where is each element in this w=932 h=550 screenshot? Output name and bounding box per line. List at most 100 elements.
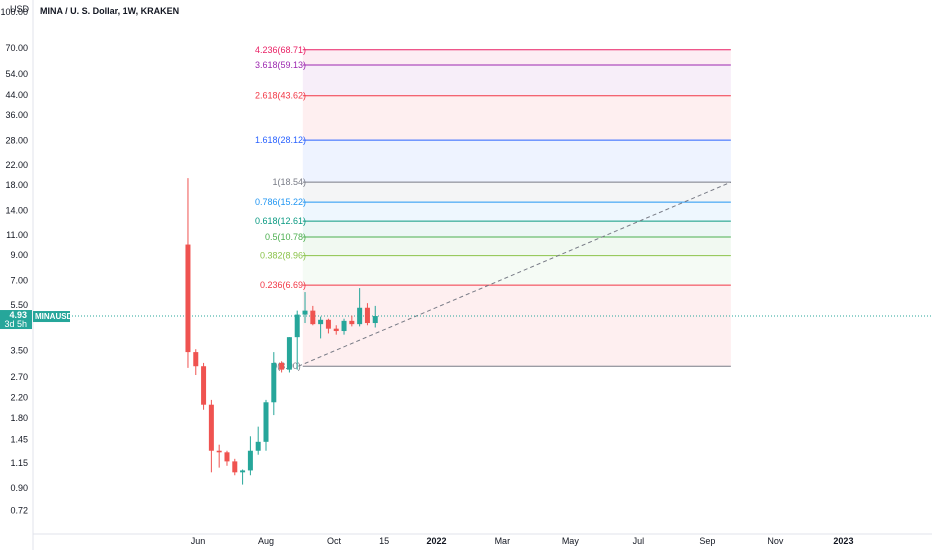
- y-tick-label: 0.90: [10, 483, 28, 493]
- candle: [318, 316, 324, 339]
- candle-body: [208, 404, 214, 451]
- fib-fills: [302, 49, 731, 367]
- y-tick-label: 18.00: [5, 180, 28, 190]
- x-tick-label: May: [562, 536, 580, 546]
- candle-body: [364, 307, 370, 324]
- x-tick-label: Nov: [767, 536, 784, 546]
- candle: [325, 318, 331, 334]
- y-tick-label: 5.50: [10, 300, 28, 310]
- y-tick-label: 1.80: [10, 413, 28, 423]
- candle-body: [333, 328, 339, 332]
- fib-fill-zone: [302, 182, 731, 203]
- ticker-label: MINAUSD: [35, 312, 73, 321]
- x-tick-label: Sep: [699, 536, 715, 546]
- candle: [302, 292, 308, 324]
- candle: [341, 318, 347, 335]
- candle-body: [279, 362, 285, 370]
- candle-body: [286, 337, 292, 370]
- fib-fill-zone: [302, 255, 731, 286]
- candle: [333, 325, 339, 335]
- candle: [224, 450, 230, 466]
- candle-body: [310, 310, 316, 325]
- candle: [349, 315, 355, 327]
- fib-level-label: 0.5(10.78): [265, 232, 306, 242]
- candle: [247, 436, 253, 476]
- fib-fill-zone: [302, 236, 731, 256]
- fib-fill-zone: [302, 285, 731, 367]
- candle: [185, 178, 191, 368]
- x-tick-label: Jun: [191, 536, 206, 546]
- y-tick-label: 0.72: [10, 505, 28, 515]
- y-tick-label: 14.00: [5, 206, 28, 216]
- fib-level-label: 1.618(28.12): [255, 135, 306, 145]
- candle: [364, 303, 370, 326]
- fib-level-label: 1(18.54): [272, 177, 306, 187]
- candle-body: [247, 450, 253, 471]
- candle: [286, 337, 292, 373]
- fib-level-label: 3.618(59.13): [255, 60, 306, 70]
- x-tick-label: Aug: [258, 536, 274, 546]
- fib-fill-zone: [302, 49, 731, 65]
- y-tick-label: 1.45: [10, 435, 28, 445]
- y-tick-label: 3.50: [10, 346, 28, 356]
- trend-line[interactable]: [298, 181, 732, 367]
- candle-body: [302, 310, 308, 315]
- fib-level-label: 0(3.00): [272, 361, 301, 371]
- countdown-value: 3d 5h: [4, 319, 27, 329]
- fib-lines: [302, 49, 731, 367]
- candle-body: [372, 316, 378, 324]
- fib-level-label: 0.236(6.69): [260, 280, 306, 290]
- y-tick-label: 28.00: [5, 136, 28, 146]
- y-tick-label: 70.00: [5, 43, 28, 53]
- trend-line-segment[interactable]: [298, 181, 732, 367]
- fib-labels: 0(3.00) 0.236(6.69) 0.382(8.96) 0.5(10.78) 0…: [255, 45, 306, 371]
- candle: [279, 361, 285, 373]
- candle-body: [255, 441, 261, 451]
- fib-fill-zone: [302, 64, 731, 96]
- x-tick-label: 2022: [427, 536, 447, 546]
- candle: [271, 352, 277, 416]
- candle: [263, 399, 269, 451]
- candle: [357, 288, 363, 327]
- fib-level-label: 2.618(43.62): [255, 91, 306, 101]
- y-tick-label: 100.00: [0, 7, 28, 17]
- y-tick-label: 1.15: [10, 458, 28, 468]
- y-tick-label: 9.00: [10, 250, 28, 260]
- last-price-value: 4.93: [9, 310, 27, 320]
- fib-level-label: 0.382(8.96): [260, 251, 306, 261]
- candle: [240, 469, 246, 485]
- candle-body: [294, 314, 300, 338]
- fib-fill-zone: [302, 202, 731, 222]
- fib-level-label: 0.618(12.61): [255, 216, 306, 226]
- candle-body: [325, 319, 331, 329]
- candles: [185, 178, 378, 485]
- y-tick-label: 11.00: [6, 230, 28, 240]
- x-tick-label: 2023: [833, 536, 853, 546]
- candle-body: [318, 319, 324, 325]
- fib-fill-zone: [302, 221, 731, 237]
- candle: [255, 426, 261, 455]
- x-axis[interactable]: Jun Aug Oct 15 2022 Mar May Jul Sep Nov 2023: [191, 536, 854, 546]
- candle: [193, 349, 199, 376]
- y-tick-label: 36.00: [5, 110, 28, 120]
- candle: [201, 362, 207, 410]
- currency-label: USD: [10, 4, 30, 14]
- chart-title: MINA / U. S. Dollar, 1W, KRAKEN: [40, 6, 179, 16]
- candle-body: [271, 362, 277, 403]
- y-tick-label: 2.20: [10, 393, 28, 403]
- candle: [208, 399, 214, 473]
- y-tick-label: 54.00: [5, 69, 28, 79]
- y-tick-label: 22.00: [5, 160, 28, 170]
- x-tick-label: Oct: [327, 536, 342, 546]
- fib-level-label: 0.786(15.22): [255, 197, 306, 207]
- x-tick-label: Jul: [633, 536, 645, 546]
- candle: [216, 444, 222, 468]
- candle: [310, 305, 316, 326]
- candle-body: [240, 470, 246, 473]
- y-tick-label: 2.70: [10, 372, 28, 382]
- candle-body: [349, 320, 355, 325]
- y-axis[interactable]: 100.00 70.00 54.00 44.00 36.00 28.00 22.00 18.0…: [0, 7, 28, 516]
- x-tick-label: 15: [379, 536, 389, 546]
- candle: [294, 310, 300, 370]
